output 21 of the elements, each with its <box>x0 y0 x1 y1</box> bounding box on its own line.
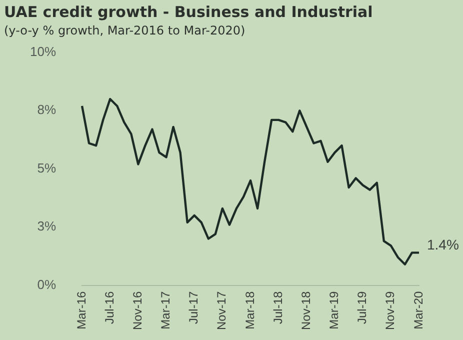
chart-subtitle: (y-o-y % growth, Mar-2016 to Mar-2020) <box>4 23 246 38</box>
x-tick-label: Jul-17 <box>186 290 201 324</box>
x-tick-label: Nov-18 <box>298 290 313 330</box>
y-tick-label: 10% <box>30 44 56 59</box>
y-tick-label: 5% <box>37 160 56 176</box>
x-tick-label: Jul-16 <box>102 290 116 324</box>
x-tick-label: Nov-19 <box>383 290 398 330</box>
x-tick-label: Mar-19 <box>327 290 342 330</box>
x-tick-label: Mar-17 <box>158 290 173 330</box>
y-tick-label: 0% <box>37 276 56 292</box>
y-tick-label: 3% <box>37 218 56 234</box>
x-tick-label: Mar-16 <box>74 290 88 330</box>
chart-title: UAE credit growth - Business and Industrial <box>4 2 373 21</box>
x-tick-label: Mar-18 <box>242 290 257 330</box>
x-tick-label: Jul-18 <box>270 290 285 324</box>
x-tick-label: Nov-16 <box>130 290 144 330</box>
x-tick-label: Mar-20 <box>411 290 426 330</box>
x-tick-label: Nov-17 <box>214 290 229 330</box>
annotation: 1.4% <box>427 236 459 253</box>
x-tick-label: Jul-19 <box>355 290 370 324</box>
y-tick-label: 8% <box>37 102 56 118</box>
